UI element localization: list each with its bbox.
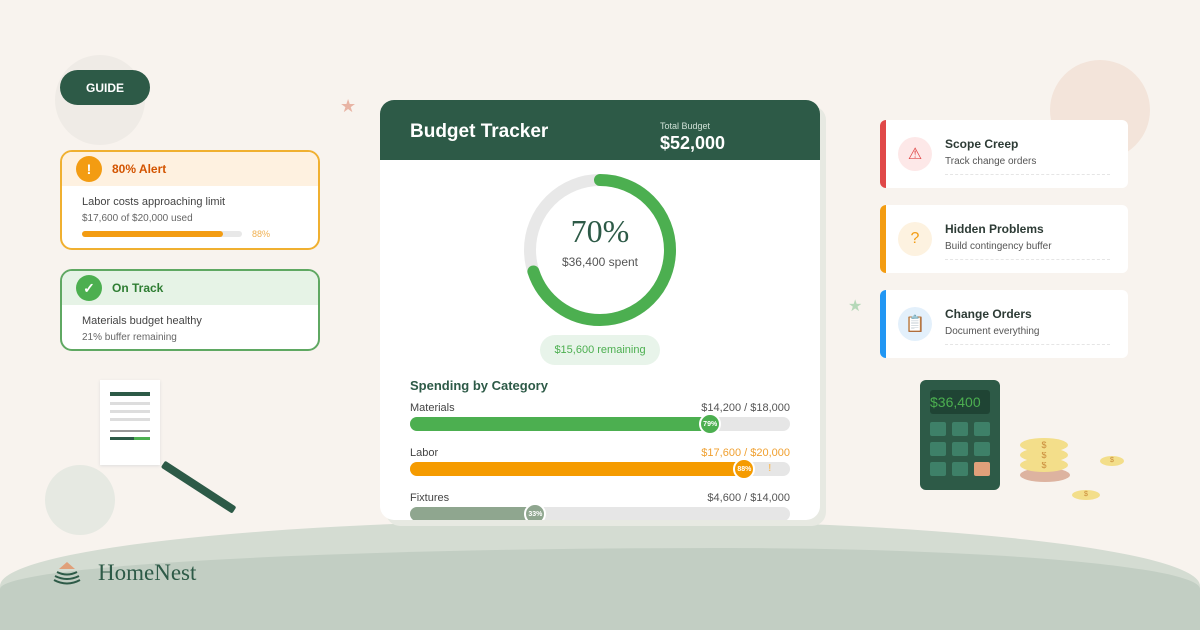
- category-percent-knob: 79%: [699, 413, 722, 435]
- tip-card-hidden-problems: ? Hidden Problems Build contingency buff…: [880, 205, 1128, 273]
- calculator-key: [974, 462, 990, 476]
- calculator-key: [974, 442, 990, 456]
- tip-title: Change Orders: [945, 307, 1032, 321]
- on-track-title: On Track: [112, 281, 164, 295]
- tip-card-change-orders: 📋 Change Orders Document everything: [880, 290, 1128, 358]
- alert-card-80: ! 80% Alert Labor costs approaching limi…: [60, 150, 320, 250]
- alert-progress-label: 88%: [252, 229, 271, 239]
- category-progress-fill: [410, 462, 745, 476]
- calculator-display: $36,400: [930, 390, 990, 414]
- category-amount: $14,200 / $18,000: [701, 402, 790, 414]
- total-budget-label: Total Budget: [660, 121, 711, 131]
- tracker-title: Budget Tracker: [410, 121, 549, 142]
- category-percent-knob: 88%: [733, 458, 756, 480]
- calculator-illustration: $36,400: [920, 380, 1000, 490]
- tip-accent-bar: [880, 290, 886, 358]
- calculator-key: [952, 462, 968, 476]
- total-budget-value: $52,000: [660, 133, 726, 153]
- guide-badge: GUIDE: [60, 70, 150, 105]
- category-percent-knob: 33%: [524, 503, 547, 520]
- tip-sub: Track change orders: [945, 156, 1037, 167]
- brand-name: HomeNest: [98, 560, 197, 585]
- amount-spent: $36,400 spent: [561, 255, 639, 269]
- coin-icon: $: [1020, 438, 1068, 452]
- category-name: Fixtures: [410, 492, 450, 504]
- category-progress-track: 79%: [410, 413, 790, 435]
- alert-progress-track: [82, 231, 242, 237]
- calculator-key: [930, 422, 946, 436]
- home-nest-logo-icon: [53, 562, 81, 585]
- brand-logo: HomeNest: [52, 560, 196, 586]
- coin-icon: $: [1020, 448, 1068, 462]
- calculator-key: [930, 442, 946, 456]
- decor-circle: [45, 465, 115, 535]
- category-progress-track: 88% !: [410, 458, 790, 480]
- category-amount: $17,600 / $20,000: [701, 447, 790, 459]
- donut-spent-arc: [524, 174, 676, 326]
- on-track-card: ✓ On Track Materials budget healthy 21% …: [60, 269, 320, 351]
- receipt-illustration: [100, 380, 160, 465]
- coin-shadow: [1020, 468, 1070, 482]
- calculator-key: [930, 462, 946, 476]
- divider: [945, 174, 1110, 175]
- category-row-labor: Labor $17,600 / $20,000 88% !: [410, 447, 790, 480]
- alert-sub: $17,600 of $20,000 used: [82, 213, 193, 224]
- exclamation-icon: !: [76, 156, 102, 182]
- divider: [945, 344, 1110, 345]
- calculator-key: [952, 422, 968, 436]
- tip-accent-bar: [880, 120, 886, 188]
- calculator-key: [952, 442, 968, 456]
- tip-sub: Document everything: [945, 326, 1040, 337]
- star-icon: ★: [848, 298, 863, 315]
- clipboard-icon: 📋: [898, 307, 932, 341]
- pencil-illustration: [160, 460, 237, 514]
- category-name: Materials: [410, 402, 455, 414]
- tip-card-scope-creep: ⚠ Scope Creep Track change orders: [880, 120, 1128, 188]
- category-progress-fill: [410, 507, 536, 520]
- check-icon: ✓: [76, 275, 102, 301]
- category-name: Labor: [410, 447, 439, 459]
- background-hill: [0, 548, 1200, 630]
- category-row-materials: Materials $14,200 / $18,000 79%: [410, 402, 790, 435]
- tip-accent-bar: [880, 205, 886, 273]
- alert-progress-fill: [82, 231, 223, 237]
- tip-title: Scope Creep: [945, 137, 1019, 151]
- coin-icon: $: [1100, 456, 1124, 466]
- category-amount: $4,600 / $14,000: [707, 492, 790, 504]
- question-icon: ?: [898, 222, 932, 256]
- on-track-sub: 21% buffer remaining: [82, 332, 177, 343]
- category-progress-fill: [410, 417, 711, 431]
- tip-sub: Build contingency buffer: [945, 241, 1052, 252]
- category-row-fixtures: Fixtures $4,600 / $14,000 33%: [410, 492, 790, 520]
- warning-icon: !: [768, 463, 772, 474]
- remaining-badge: $15,600 remaining: [540, 335, 660, 365]
- on-track-text: Materials budget healthy: [82, 315, 202, 327]
- category-progress-track: 33%: [410, 503, 790, 520]
- percent-spent: 70%: [570, 213, 630, 249]
- section-title: Spending by Category: [410, 378, 548, 393]
- budget-donut: [524, 174, 676, 326]
- calculator-key: [974, 422, 990, 436]
- tip-title: Hidden Problems: [945, 222, 1044, 236]
- coin-icon: $: [1072, 490, 1100, 500]
- star-icon: ★: [340, 96, 357, 116]
- coin-icon: $: [1020, 458, 1068, 472]
- budget-tracker-card: Budget Tracker Total Budget $52,000 70% …: [380, 100, 820, 520]
- alert-text: Labor costs approaching limit: [82, 196, 226, 208]
- alert-title: 80% Alert: [112, 162, 167, 176]
- divider: [945, 259, 1110, 260]
- warning-icon: ⚠: [898, 137, 932, 171]
